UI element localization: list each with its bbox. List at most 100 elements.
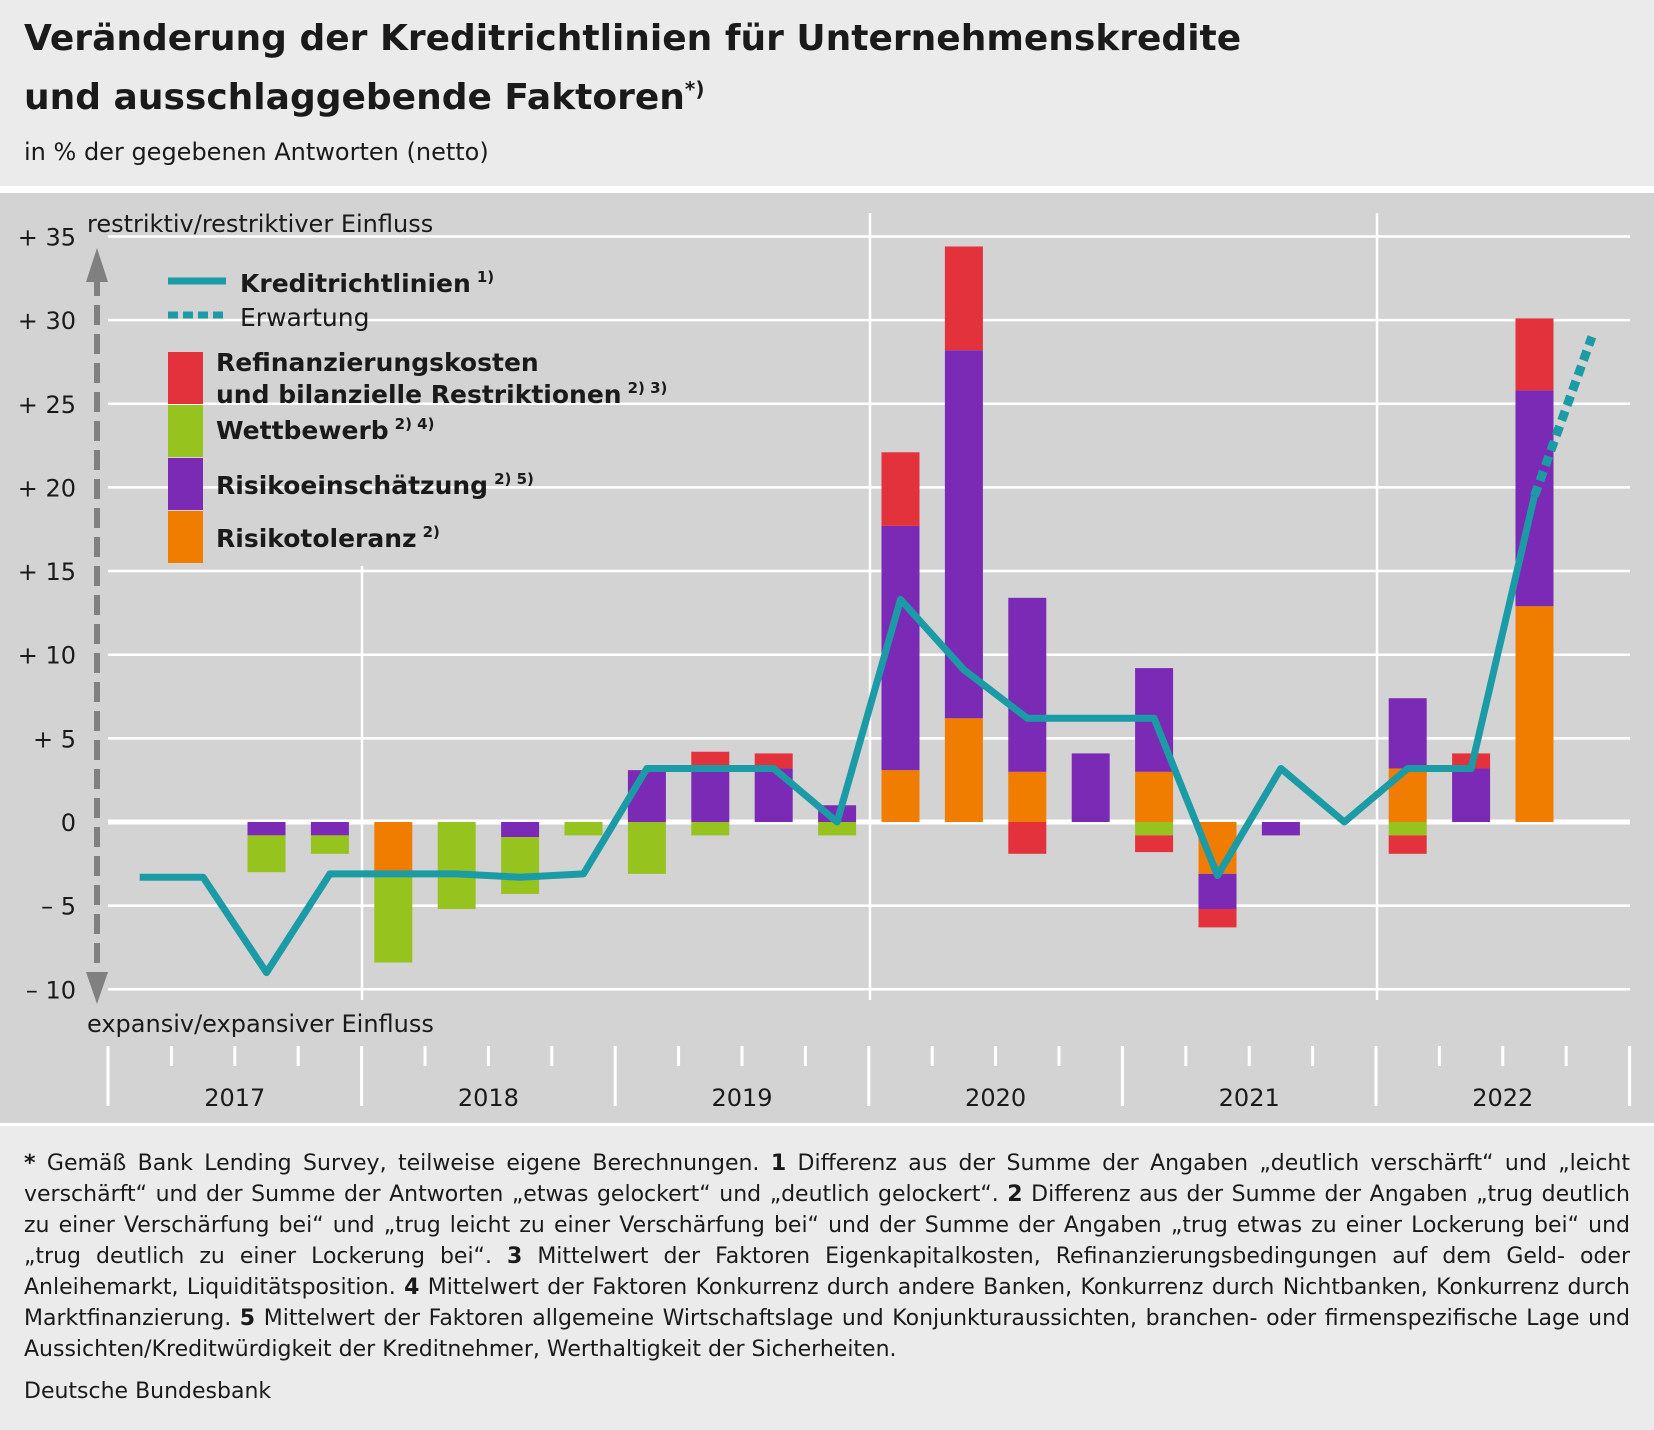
bar-segment bbox=[881, 770, 920, 822]
bar-segment bbox=[374, 822, 413, 874]
legend-erwartung-text: Erwartung bbox=[240, 303, 369, 332]
legend-risikoeinschaetzung: Risikoeinschätzung 2) 5) bbox=[216, 470, 534, 500]
axis-top-label: restriktiv/restriktiver Einfluss bbox=[87, 210, 433, 238]
y-tick-label: 0 bbox=[61, 809, 76, 837]
title-footnote-marker: *) bbox=[684, 77, 705, 101]
footnote-text: Differenz aus der Summe der Angaben „tru… bbox=[24, 1182, 1630, 1269]
bar-segment bbox=[627, 822, 666, 874]
bar-segment bbox=[1261, 822, 1300, 836]
plot-background bbox=[0, 193, 1654, 1123]
title-line-1: Veränderung der Kreditrichtlinien für Un… bbox=[24, 18, 1242, 59]
y-tick-label: + 5 bbox=[33, 725, 76, 753]
footnote-marker: * bbox=[24, 1151, 36, 1176]
y-tick-label: – 5 bbox=[41, 893, 76, 921]
x-year-label: 2021 bbox=[1219, 1084, 1280, 1112]
bar-segment bbox=[1008, 597, 1047, 772]
y-axis-arrow-up bbox=[86, 248, 108, 282]
legend-wettbewerb-text: Wettbewerb bbox=[216, 416, 389, 445]
legend-refinanzierung-2: und bilanzielle Restriktionen 2) 3) bbox=[216, 379, 667, 409]
bar-segment bbox=[310, 822, 349, 836]
y-axis-arrow-down bbox=[86, 972, 108, 1004]
y-tick-label: – 10 bbox=[26, 976, 76, 1004]
bar-segment bbox=[247, 835, 286, 873]
footnote-marker: 1 bbox=[770, 1151, 787, 1176]
bar-segment bbox=[1388, 835, 1427, 854]
bar-segment bbox=[1452, 768, 1491, 822]
legend-risikotoleranz-text: Risikotoleranz bbox=[216, 524, 417, 553]
title-line-2: und ausschlaggebende Faktoren bbox=[24, 77, 685, 118]
footnote-text: Differenz aus der Summe der Angaben „deu… bbox=[24, 1151, 1631, 1207]
x-year-label: 2019 bbox=[711, 1084, 772, 1112]
x-year-label: 2020 bbox=[965, 1084, 1026, 1112]
bar-segment bbox=[1071, 753, 1110, 822]
legend-wettbewerb: Wettbewerb 2) 4) bbox=[216, 415, 434, 445]
source-label: Deutsche Bundesbank bbox=[24, 1379, 272, 1404]
legend-refinanzierung-2-text: und bilanzielle Restriktionen bbox=[216, 380, 622, 409]
y-tick-label: + 10 bbox=[18, 642, 76, 670]
bar-segment bbox=[501, 837, 540, 894]
bar-segment bbox=[944, 718, 983, 822]
legend-kreditrichtlinien-text: Kreditrichtlinien bbox=[240, 269, 471, 298]
kreditrichtlinien-line bbox=[139, 494, 1538, 977]
legend-refinanzierung-swatch bbox=[168, 352, 203, 404]
footnote-text: Mittelwert der Faktoren Konkurrenz durch… bbox=[24, 1275, 1630, 1331]
x-year-label: 2018 bbox=[458, 1084, 519, 1112]
bar-segment bbox=[1135, 835, 1174, 853]
bottom-white-band bbox=[0, 1123, 1654, 1126]
axis-bottom-label: expansiv/expansiver Einfluss bbox=[87, 1010, 434, 1038]
footnote-marker: 2 bbox=[1007, 1182, 1023, 1207]
chart-svg: + 35 + 30 + 25 + 20 + 15 + 10 + 5 0 – 5 – 10 restr… bbox=[0, 186, 1654, 1126]
footnote-marker: 5 bbox=[239, 1306, 256, 1331]
legend-risikotoleranz-swatch bbox=[168, 511, 203, 563]
bar-segment bbox=[1198, 908, 1237, 928]
legend-kreditrichtlinien-sup: 1) bbox=[477, 268, 494, 286]
bar-segment bbox=[1388, 698, 1427, 769]
bar-segment bbox=[691, 751, 730, 767]
legend-erwartung: Erwartung bbox=[240, 303, 369, 332]
legend-risikotoleranz: Risikotoleranz 2) bbox=[216, 523, 440, 553]
bar-segment bbox=[501, 822, 540, 838]
bar-segment bbox=[1008, 771, 1047, 822]
legend-risikotoleranz-sup: 2) bbox=[423, 523, 440, 541]
bar-segment bbox=[944, 350, 983, 719]
bar-segment bbox=[1198, 873, 1237, 909]
chart-subtitle: in % der gegebenen Antworten (netto) bbox=[24, 138, 489, 166]
footnote-marker: 4 bbox=[404, 1275, 420, 1300]
y-tick-label: + 35 bbox=[18, 223, 76, 251]
bar-segment bbox=[881, 452, 920, 526]
legend-wettbewerb-sup: 2) 4) bbox=[395, 415, 435, 433]
bar-segment bbox=[1515, 318, 1554, 391]
erwartung-line bbox=[1530, 335, 1597, 498]
bar-segment bbox=[1135, 822, 1174, 836]
legend-refinanzierung: Refinanzierungskosten bbox=[216, 348, 539, 377]
bar-segment bbox=[818, 822, 857, 836]
bar-segment bbox=[691, 822, 730, 836]
legend-risikoeinschaetzung-text: Risikoeinschätzung bbox=[216, 471, 488, 500]
bar-segment bbox=[437, 822, 476, 909]
footnote-text: Gemäß Bank Lending Survey, teilweise eig… bbox=[35, 1151, 771, 1176]
bar-segment bbox=[691, 766, 730, 822]
x-year-label: 2022 bbox=[1472, 1084, 1533, 1112]
legend-kreditrichtlinien: Kreditrichtlinien 1) bbox=[240, 268, 494, 298]
top-white-band bbox=[0, 186, 1654, 193]
bar-segment bbox=[1008, 822, 1047, 854]
legend-refinanzierung-2-sup: 2) 3) bbox=[628, 379, 668, 397]
legend-wettbewerb-swatch bbox=[168, 405, 203, 457]
footnote-marker: 3 bbox=[506, 1244, 523, 1269]
bar-segment bbox=[310, 835, 349, 854]
footnote-text: Mittelwert der Faktoren allgemeine Wirts… bbox=[24, 1306, 1630, 1362]
bar-segment bbox=[1515, 606, 1554, 822]
bar-segment bbox=[1135, 771, 1174, 822]
x-year-label: 2017 bbox=[204, 1084, 265, 1112]
chart-title: Veränderung der Kreditrichtlinien für Un… bbox=[24, 14, 1524, 123]
y-tick-label: + 15 bbox=[18, 558, 76, 586]
legend-risikoeinschaetzung-swatch bbox=[168, 458, 203, 510]
y-tick-label: + 25 bbox=[18, 391, 76, 419]
bar-segment bbox=[944, 246, 983, 351]
footnote-text: Mittelwert der Faktoren Eigenkapitalkost… bbox=[24, 1244, 1630, 1300]
legend-refinanzierung-text: Refinanzierungskosten bbox=[216, 348, 539, 377]
footnotes: * Gemäß Bank Lending Survey, teilweise e… bbox=[24, 1148, 1630, 1365]
legend-risikoeinschaetzung-sup: 2) 5) bbox=[494, 470, 534, 488]
y-tick-label: + 20 bbox=[18, 474, 76, 502]
bar-segment bbox=[247, 822, 286, 836]
